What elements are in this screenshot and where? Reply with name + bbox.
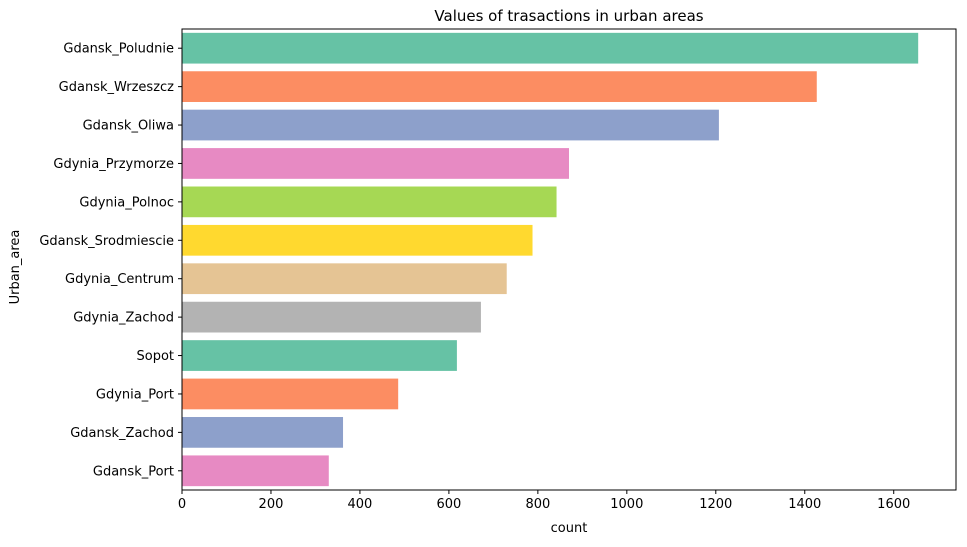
bar-gdansk-port — [182, 455, 329, 487]
y-tick-label: Sopot — [136, 349, 174, 364]
bar-gdansk-poludnie — [182, 32, 919, 64]
bar-gdynia-przymorze — [182, 148, 569, 179]
y-tick-label: Gdynia_Centrum — [65, 272, 174, 287]
axes-layer — [181, 28, 957, 491]
bar-gdynia-centrum — [182, 263, 507, 295]
x-tick-label: 1400 — [788, 497, 821, 512]
y-tick-label: Gdynia_Port — [96, 387, 174, 402]
bar-gdynia-port — [182, 378, 399, 410]
x-ticks: 0 200 400 600 800 1000 1200 1400 1600 — [178, 490, 910, 512]
bar-gdynia-polnoc — [182, 186, 557, 218]
x-tick-label: 0 — [178, 497, 186, 512]
x-tick-label: 400 — [348, 497, 373, 512]
bar-gdansk-oliwa — [182, 109, 719, 141]
y-tick-label: Gdansk_Port — [93, 464, 174, 479]
y-tick-label: Gdansk_Zachod — [70, 426, 174, 441]
plot-frame — [181, 28, 957, 491]
y-tick-label: Gdynia_Polnoc — [79, 195, 174, 210]
x-axis-label: count — [551, 521, 588, 536]
x-tick-label: 1000 — [610, 497, 643, 512]
bar-gdynia-zachod — [182, 301, 481, 333]
y-tick-label: Gdansk_Srodmiescie — [39, 234, 174, 249]
x-tick-label: 200 — [259, 497, 284, 512]
x-tick-label: 800 — [525, 497, 550, 512]
y-tick-label: Gdansk_Wrzeszcz — [59, 80, 175, 95]
bar-gdansk-zachod — [182, 417, 344, 448]
bar-gdansk-srodmiescie — [182, 224, 533, 256]
chart-title: Values of trasactions in urban areas — [434, 7, 703, 25]
y-tick-label: Gdynia_Przymorze — [53, 157, 174, 172]
x-tick-label: 1600 — [877, 497, 910, 512]
y-axis-label: Urban_area — [8, 230, 23, 305]
bar-gdansk-wrzeszcz — [182, 71, 817, 102]
y-tick-label: Gdansk_Poludnie — [63, 42, 174, 57]
x-tick-label: 600 — [436, 497, 461, 512]
y-ticks: Gdansk_Poludnie Gdansk_Wrzeszcz Gdansk_Oli… — [39, 42, 182, 479]
y-tick-label: Gdynia_Zachod — [73, 311, 174, 326]
bar-sopot — [182, 340, 457, 371]
x-tick-label: 1200 — [699, 497, 732, 512]
y-tick-label: Gdansk_Oliwa — [83, 119, 174, 134]
bars-layer — [182, 32, 919, 487]
